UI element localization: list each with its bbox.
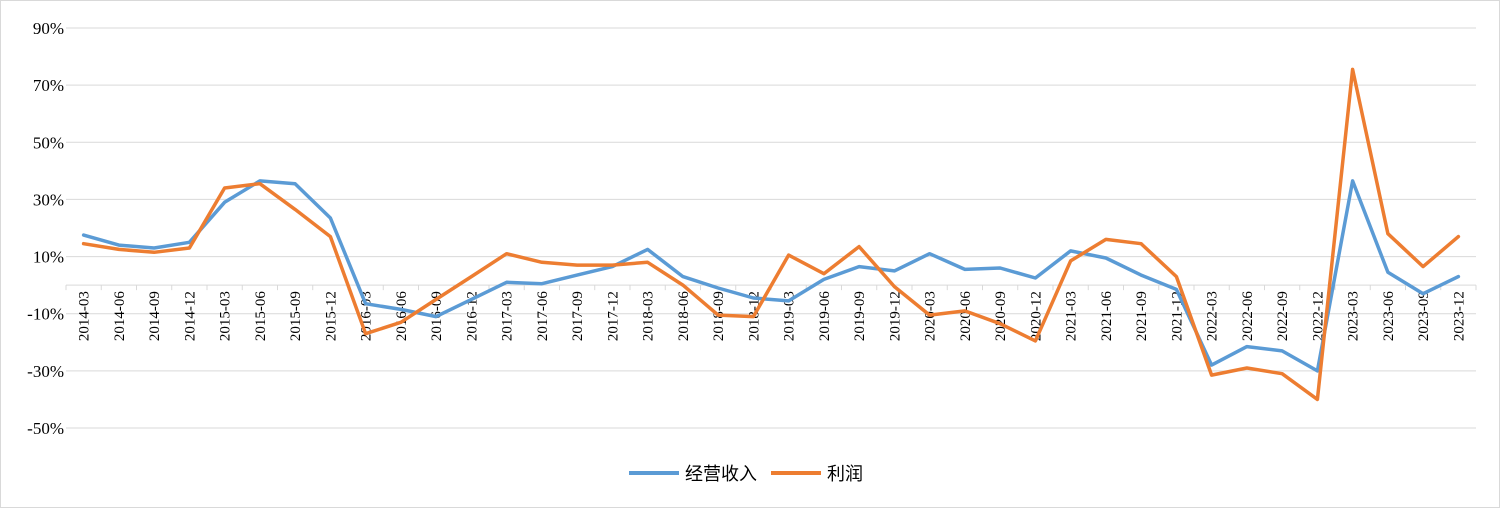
- series-lines: [81, 67, 1461, 402]
- x-tick-label: 2023-03: [1346, 291, 1362, 341]
- series-line-0: [81, 179, 1461, 373]
- x-tick-label: 2017-09: [570, 291, 586, 341]
- y-tick-label: 50%: [33, 133, 64, 152]
- x-tick-label: 2021-06: [1099, 291, 1115, 341]
- x-tick-label: 2015-03: [218, 291, 234, 341]
- y-axis-tick-labels: 90% 70% 50% 30% 10% -10% -30% -50%: [27, 19, 64, 438]
- x-tick-label: 2019-06: [817, 291, 833, 341]
- y-tick-label: -30%: [27, 362, 64, 381]
- y-tick-label: 90%: [33, 19, 64, 38]
- x-tick-label: 2021-09: [1134, 291, 1150, 341]
- x-tick-label: 2022-06: [1240, 291, 1256, 341]
- x-tick-label: 2022-09: [1275, 291, 1291, 341]
- x-tick-label: 2014-12: [182, 291, 198, 341]
- x-tick-label: 2021-03: [1064, 291, 1080, 341]
- x-tick-label: 2019-09: [852, 291, 868, 341]
- x-tick-label: 2017-03: [500, 291, 516, 341]
- x-tick-label: 2016-12: [464, 291, 480, 341]
- x-tick-label: 2020-09: [993, 291, 1009, 341]
- x-tick-label: 2020-06: [958, 291, 974, 341]
- x-tick-label: 2014-03: [77, 291, 93, 341]
- y-tick-label: 10%: [33, 248, 64, 267]
- legend: 经营收入 利润: [629, 464, 863, 485]
- x-tick-label: 2019-12: [887, 291, 903, 341]
- x-axis-tick-labels: 2014-03 2014-06 2014-09 2014-12 2015-03 2015-…: [77, 291, 1468, 341]
- x-tick-label: 2015-12: [323, 291, 339, 341]
- x-tick-label: 2016-06: [394, 291, 410, 341]
- x-tick-label: 2019-03: [782, 291, 798, 341]
- y-tick-label: -50%: [27, 419, 64, 438]
- legend-label: 经营收入: [685, 464, 757, 485]
- x-tick-label: 2022-03: [1205, 291, 1221, 341]
- x-tick-label: 2022-12: [1310, 291, 1326, 341]
- x-tick-label: 2017-12: [605, 291, 621, 341]
- series-line-1: [81, 67, 1461, 402]
- x-tick-label: 2014-06: [112, 291, 128, 341]
- x-tick-label: 2018-03: [641, 291, 657, 341]
- x-tick-label: 2023-06: [1381, 291, 1397, 341]
- x-tick-label: 2015-09: [288, 291, 304, 341]
- x-tick-label: 2023-12: [1451, 291, 1467, 341]
- gridlines: [65, 27, 1477, 429]
- x-tick-label: 2015-06: [253, 291, 269, 341]
- x-tick-label: 2017-06: [535, 291, 551, 341]
- x-tick-label: 2020-12: [1028, 291, 1044, 341]
- y-tick-label: -10%: [27, 305, 64, 324]
- legend-label: 利润: [827, 464, 863, 485]
- x-tick-label: 2014-09: [147, 291, 163, 341]
- x-tick-label: 2018-06: [676, 291, 692, 341]
- y-tick-label: 30%: [33, 190, 64, 209]
- y-tick-label: 70%: [33, 76, 64, 95]
- x-tick-label: 2023-09: [1416, 291, 1432, 341]
